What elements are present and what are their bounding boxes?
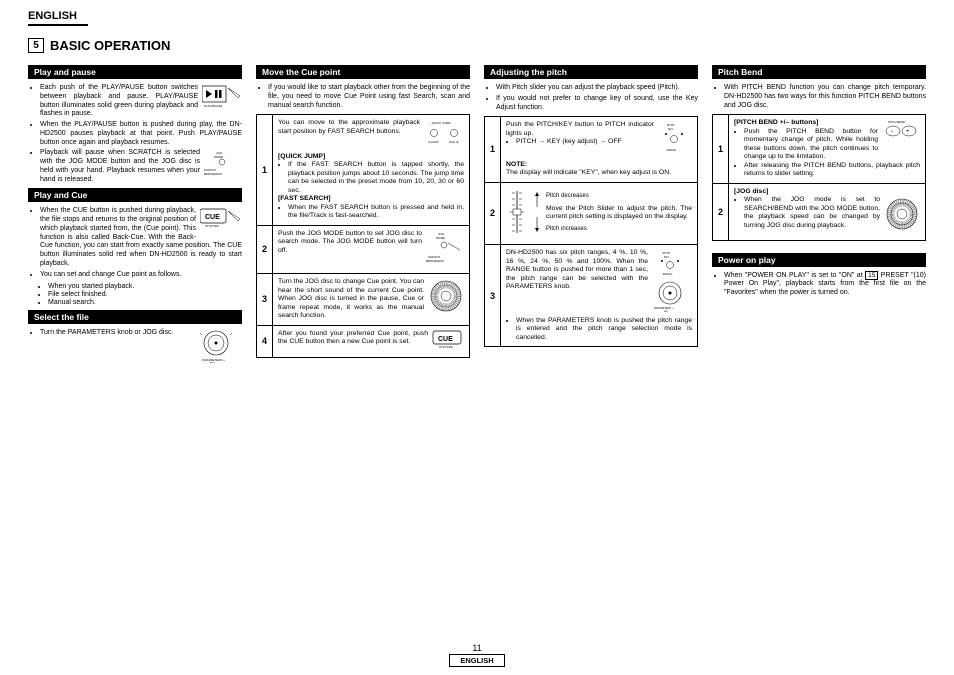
pitch-bend-steps-table: 1 [PITCH BEND +/– buttons] PITCH BEND−+ … [712,114,926,240]
jog-mode-icon: JOGMODESCRATCHBEND/SEARCH [426,230,464,269]
step-number: 4 [257,325,273,357]
svg-text:BEND/SEARCH: BEND/SEARCH [204,173,222,176]
svg-text:-RANGE-: -RANGE- [662,273,673,276]
text: If you would like to start playback othe… [268,84,470,110]
svg-text:PITCH BEND: PITCH BEND [888,120,905,124]
pitch-key-icon: -PITCHKEY- -RANGE- [658,121,692,160]
svg-text:BKT: BKT [664,311,669,313]
reference-number: 15 [865,271,878,280]
text: PARAMETERS ››BKT Turn the PARAMETERS kno… [40,329,242,367]
play-cue-header: Play and Cue [28,188,242,202]
language-header: ENGLISH [28,10,88,26]
svg-text:-PITCH: -PITCH [662,252,671,255]
svg-text:+: + [906,129,910,135]
page-footer: 11 ENGLISH [0,643,954,667]
svg-text:-RANGE-: -RANGE- [666,149,677,152]
move-cue-steps-table: 1 ‹ QUICK JUMP ›⊖ FASTSCH ⊕ You can move… [256,114,470,358]
step-content: -PITCHKEY--RANGE- Push the PITCH/KEY but… [501,117,698,182]
step-content: -PITCHKEY--RANGE-PARAMETERS ››BKT DN-HD2… [501,245,698,347]
svg-text:CUE: CUE [205,214,220,221]
step-number: 1 [257,115,273,225]
svg-text:BKT: BKT [210,362,215,363]
move-cue-header: Move the Cue point [256,65,470,79]
step-content: CUESTUTTER After you found your preferre… [273,325,470,357]
section-title: 5 BASIC OPERATION [28,38,926,53]
parameters-knob-icon: PARAMETERS ››BKT [198,329,242,367]
svg-text:PLAY/PAUSE: PLAY/PAUSE [204,104,222,108]
step-content: JOGMODESCRATCHBEND/SEARCH Push the JOG M… [273,225,470,273]
text: File select finished. [48,291,242,298]
text: Manual search. [48,299,242,306]
svg-text:PARAMETERS ››: PARAMETERS ›› [654,307,674,310]
svg-text:STUTTER: STUTTER [439,345,454,349]
text: When you started playback. [48,283,242,290]
svg-text:-PITCH: -PITCH [666,124,675,127]
play-pause-button-icon: PLAY/PAUSE [202,84,242,112]
column-4: Pitch Bend With PITCH BEND function you … [712,61,926,371]
section-title-text: BASIC OPERATION [50,38,170,53]
svg-text:SCRATCH: SCRATCH [428,256,440,259]
footer-language-box: ENGLISH [449,654,504,667]
content-columns: Play and pause PLAY/PAUSE Each push of t… [28,61,926,371]
power-on-play-header: Power on play [712,253,926,267]
svg-text:CUE: CUE [438,336,453,343]
step-content: [JOG disc] When the JOG mode is set to S… [729,183,926,240]
text: CUESTUTTER When the CUE button is pushed… [40,207,242,268]
cue-button-icon: CUE STUTTER [432,330,464,353]
step-content: [PITCH BEND +/– buttons] PITCH BEND−+ Pu… [729,115,926,183]
step-content: Pitch decreases Move the Pitch Slider to… [501,182,698,244]
step-number: 3 [257,274,273,325]
svg-text:⊖ FAST: ⊖ FAST [428,140,439,144]
adjust-pitch-header: Adjusting the pitch [484,65,698,79]
svg-text:SCH ⊕: SCH ⊕ [449,140,459,144]
text: JOGMODESCRATCHBEND/SEARCH Playback will … [40,149,242,184]
step-content: ‹ QUICK JUMP ›⊖ FASTSCH ⊕ You can move t… [273,115,470,225]
step-number: 2 [713,183,729,240]
pitch-bend-header: Pitch Bend [712,65,926,79]
select-file-header: Select the file [28,310,242,324]
jog-disc-icon [428,278,464,317]
text: When "POWER ON PLAY" is set to "ON" at 1… [724,272,926,298]
text: With Pitch slider you can adjust the pla… [496,84,698,93]
section-number-box: 5 [28,38,44,53]
svg-text:‹ QUICK JUMP ›: ‹ QUICK JUMP › [430,121,452,125]
svg-text:−: − [890,129,894,135]
text: You can set and change Cue point as foll… [40,271,242,280]
pitch-range-knob-icon: -PITCHKEY- -RANGE- PARAMETERS ››BKT [652,249,692,316]
step-number: 3 [485,245,501,347]
step-number: 1 [485,117,501,182]
svg-text:BEND/SEARCH: BEND/SEARCH [426,260,444,263]
svg-text:MODE: MODE [214,155,223,159]
column-2: Move the Cue point If you would like to … [256,61,470,371]
page-number: 11 [0,643,954,653]
play-pause-header: Play and pause [28,65,242,79]
svg-text:KEY-: KEY- [668,128,674,131]
step-number: 1 [713,115,729,183]
svg-text:KEY-: KEY- [664,256,670,259]
svg-text:STUTTER: STUTTER [205,224,220,228]
text: With PITCH BEND function you can change … [724,84,926,110]
svg-text:MODE: MODE [436,236,445,240]
step-number: 2 [257,225,273,273]
quick-jump-icon: ‹ QUICK JUMP › ⊖ FAST SCH ⊕ [424,119,464,152]
svg-text:SCRATCH: SCRATCH [204,169,216,172]
pitch-slider-icon [506,187,528,240]
column-3: Adjusting the pitch With Pitch slider yo… [484,61,698,371]
text: PLAY/PAUSE Each push of the PLAY/PAUSE b… [40,84,242,119]
cue-button-icon: CUE STUTTER [200,207,242,237]
pitch-bend-buttons-icon: PITCH BEND − + [882,119,920,144]
step-content: Turn the JOG disc to change Cue point. Y… [273,274,470,325]
jog-mode-icon: JOGMODESCRATCHBEND/SEARCH [204,149,242,183]
text: When the PLAY/PAUSE button is pushed dur… [40,121,242,147]
arrows-icon [532,187,542,240]
column-1: Play and pause PLAY/PAUSE Each push of t… [28,61,242,371]
text: If you would not prefer to change key of… [496,95,698,113]
jog-disc-icon [884,196,920,235]
adjust-pitch-steps-table: 1 -PITCHKEY--RANGE- Push the PITCH/KEY b… [484,116,698,347]
step-number: 2 [485,182,501,244]
